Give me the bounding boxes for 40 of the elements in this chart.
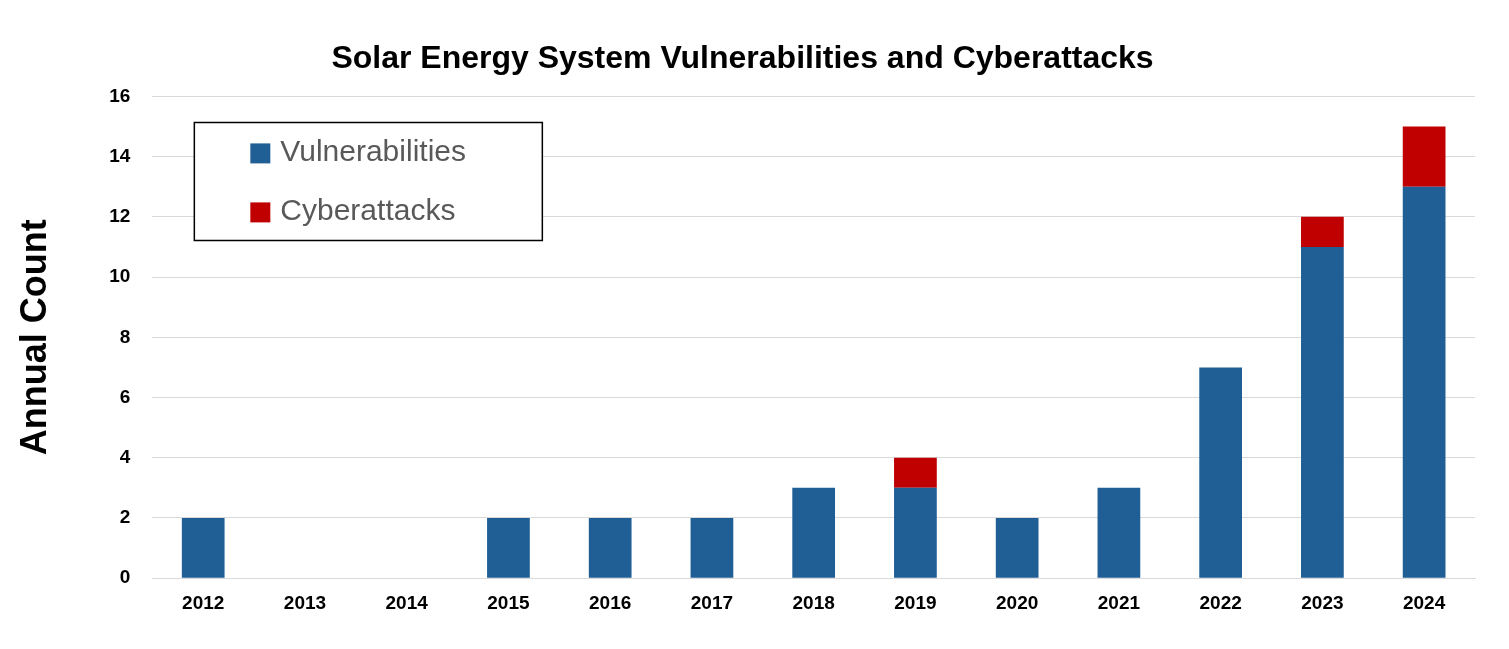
y-tick-label: 2 xyxy=(119,506,131,528)
y-tick-label: 0 xyxy=(119,566,131,588)
bar xyxy=(1402,186,1446,578)
chart-title: Solar Energy System Vulnerabilities and Cyberattacks xyxy=(331,39,1154,76)
y-tick-label: 10 xyxy=(109,265,131,287)
bar xyxy=(894,457,937,488)
x-tick-label: 2021 xyxy=(1097,591,1141,613)
bar xyxy=(487,517,530,578)
bar xyxy=(588,517,632,578)
bar xyxy=(690,517,734,578)
x-tick-label: 2017 xyxy=(690,591,734,613)
y-tick-label: 14 xyxy=(109,144,131,166)
bar xyxy=(995,517,1039,578)
y-axis-title: Annual Count xyxy=(12,219,54,456)
bar xyxy=(894,487,937,578)
bar xyxy=(1097,487,1141,578)
x-tick-label: 2014 xyxy=(385,591,429,613)
x-tick-label: 2012 xyxy=(182,591,225,613)
x-tick-label: 2019 xyxy=(894,591,937,613)
y-tick-label: 12 xyxy=(109,205,131,227)
x-tick-label: 2020 xyxy=(996,591,1039,613)
bar xyxy=(1301,246,1344,578)
bar xyxy=(792,487,836,578)
bar xyxy=(1301,216,1344,247)
y-tick-label: 4 xyxy=(119,445,131,467)
x-tick-label: 2024 xyxy=(1402,591,1446,613)
y-tick-label: 8 xyxy=(119,325,131,347)
legend-label: Cyberattacks xyxy=(280,192,456,226)
x-tick-label: 2022 xyxy=(1199,591,1242,613)
x-tick-label: 2016 xyxy=(589,591,632,613)
x-tick-label: 2015 xyxy=(487,591,530,613)
legend-label: Vulnerabilities xyxy=(280,133,466,167)
x-tick-label: 2018 xyxy=(792,591,835,613)
y-tick-label: 6 xyxy=(119,385,131,407)
y-tick-label: 16 xyxy=(109,84,131,106)
bar xyxy=(1199,367,1243,578)
bar xyxy=(181,517,225,578)
bar xyxy=(1402,126,1446,187)
x-tick-label: 2023 xyxy=(1301,591,1344,613)
x-tick-label: 2013 xyxy=(283,591,327,613)
